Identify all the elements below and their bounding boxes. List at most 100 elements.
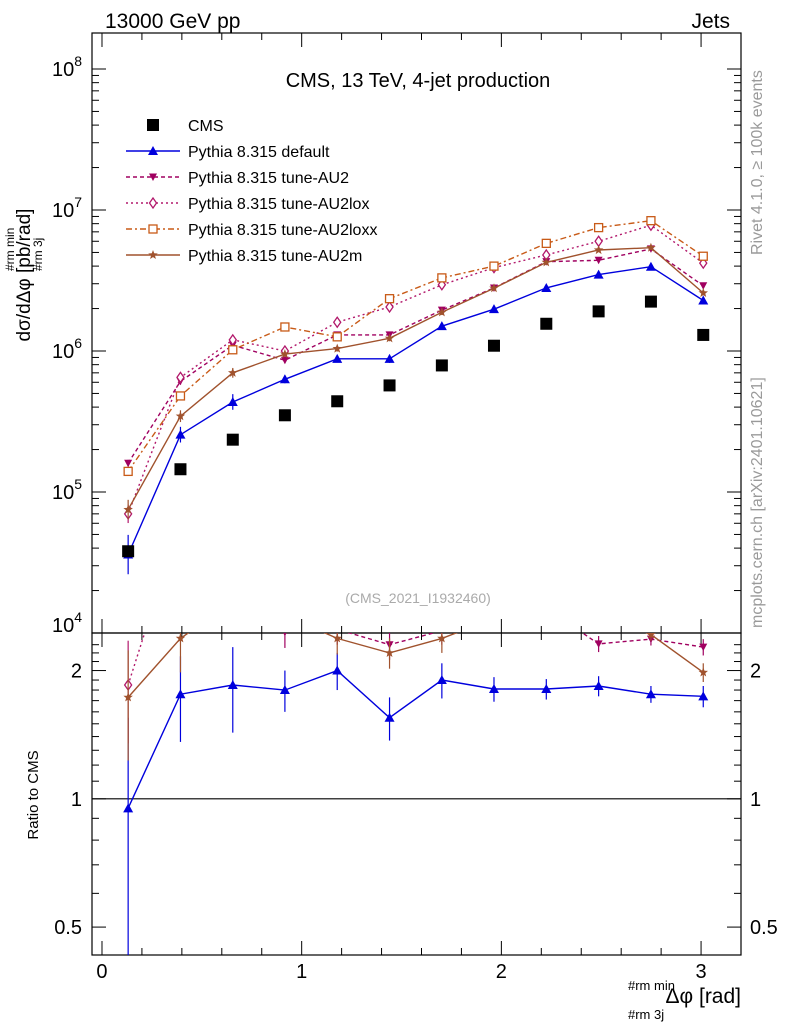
ratio-point <box>698 691 709 701</box>
series-pythia-8-315-tune-au2m <box>123 242 708 520</box>
legend-label: Pythia 8.315 default <box>188 144 330 161</box>
ratio-point <box>645 689 656 699</box>
ratio-point <box>333 600 341 608</box>
ratio-point <box>594 609 604 618</box>
data-point <box>279 374 290 384</box>
legend-marker <box>148 196 158 210</box>
ratio-point <box>386 534 394 542</box>
data-point <box>698 295 709 305</box>
data-point <box>699 282 708 290</box>
ratio-point <box>438 529 446 537</box>
y-axis-label-sup: #rm min <box>3 228 17 271</box>
ratio-point <box>228 597 238 606</box>
mcplots-label: mcplots.cern.ch [arXiv:2401.10621] <box>749 377 766 628</box>
ratio-series-pythia-8-315-tune-au2 <box>176 530 708 660</box>
data-point <box>594 235 603 248</box>
ratio-point <box>698 667 708 677</box>
x-axis-label-text: Δφ [rad] <box>666 985 742 1008</box>
series-pythia-8-315-default <box>123 261 709 575</box>
ratio-point <box>337 633 338 634</box>
data-point <box>646 242 656 252</box>
data-point <box>226 433 239 446</box>
data-point <box>175 391 186 401</box>
data-point <box>331 395 344 408</box>
data-point <box>123 466 133 477</box>
data-point <box>436 321 447 331</box>
ratio-point <box>699 643 708 652</box>
x-tick-label: 2 <box>496 961 507 983</box>
data-point <box>487 339 500 352</box>
series-pythia-8-315-tune-au2lox <box>123 219 708 524</box>
ratio-point <box>594 640 603 648</box>
ratio-line-pythia-8-315-default <box>127 669 704 809</box>
data-point <box>593 222 604 233</box>
legend-marker <box>148 224 158 234</box>
legend-marker <box>149 173 157 181</box>
ratio-point <box>280 610 290 619</box>
legend-item-pythia-8-315-default: Pythia 8.315 default <box>126 144 330 161</box>
y-axis-label-sub: #rm 3j <box>31 238 45 271</box>
ratio-point <box>386 557 393 567</box>
data-point <box>437 273 447 283</box>
ratio-tick-label-right: 1 <box>750 789 761 811</box>
ratio-point <box>543 584 550 594</box>
analysis-id: (CMS_2021_I1932460) <box>345 590 491 606</box>
data-point <box>124 459 133 468</box>
legend-marker <box>148 250 158 259</box>
ratio-point <box>593 680 604 690</box>
data-point <box>332 353 343 363</box>
x-tick-label: 1 <box>296 961 307 983</box>
ratio-tick-label-right: 2 <box>750 661 761 683</box>
ratio-point <box>281 597 288 607</box>
legend-item-cms: CMS <box>147 118 224 135</box>
ratio-point <box>595 584 602 594</box>
data-point <box>385 300 394 314</box>
data-point <box>228 367 238 377</box>
data-point <box>541 238 551 249</box>
ratio-series-pythia-8-315-tune-au2lox <box>123 504 602 744</box>
data-point <box>383 379 396 392</box>
data-point <box>384 294 395 304</box>
data-point <box>280 349 290 359</box>
data-point <box>175 411 186 421</box>
series-line-pythia-8-315-tune-au2loxx <box>127 219 704 472</box>
ratio-point <box>384 712 395 722</box>
data-point <box>540 317 553 330</box>
series-pythia-8-315-tune-au2loxx <box>123 216 708 477</box>
data-point <box>384 333 395 343</box>
series-line-pythia-8-315-tune-au2lox <box>127 224 704 515</box>
x-axis-label-sup: #rm min <box>628 978 675 993</box>
ratio-point <box>176 530 184 538</box>
ratio-point <box>490 605 498 613</box>
data-point <box>698 251 708 261</box>
ratio-point <box>646 633 656 639</box>
legend-item-pythia-8-315-tune-au2lox: Pythia 8.315 tune-AU2lox <box>126 196 369 213</box>
data-point <box>645 261 656 271</box>
ratio-point <box>229 525 237 533</box>
y-tick-label: 105 <box>52 476 82 504</box>
ratio-point <box>175 689 186 699</box>
data-point <box>697 328 710 341</box>
plot-title: CMS, 13 TeV, 4-jet production <box>286 70 551 92</box>
ratio-point <box>437 633 447 643</box>
legend-item-pythia-8-315-tune-au2loxx: Pythia 8.315 tune-AU2loxx <box>126 222 377 239</box>
ratio-point <box>490 553 498 561</box>
data-point <box>646 216 656 226</box>
ratio-point <box>490 557 497 567</box>
ratio-series-pythia-8-315-default <box>123 647 709 955</box>
legend-marker <box>148 146 158 155</box>
data-point <box>541 282 552 292</box>
ratio-point <box>229 504 236 514</box>
data-point <box>541 257 552 267</box>
ratio-frame <box>91 632 742 956</box>
data-point <box>593 269 604 279</box>
ratio-tick-label-left: 2 <box>71 661 82 683</box>
data-point <box>332 343 342 353</box>
legend-label: Pythia 8.315 tune-AU2 <box>188 170 349 187</box>
data-point <box>332 316 342 329</box>
ratio-tick-label-left: 0.5 <box>54 917 82 939</box>
ratio-line-pythia-8-315-tune-au2 <box>347 633 704 648</box>
ratio-y-axis-label: Ratio to CMS <box>25 750 42 839</box>
data-point <box>278 409 291 422</box>
